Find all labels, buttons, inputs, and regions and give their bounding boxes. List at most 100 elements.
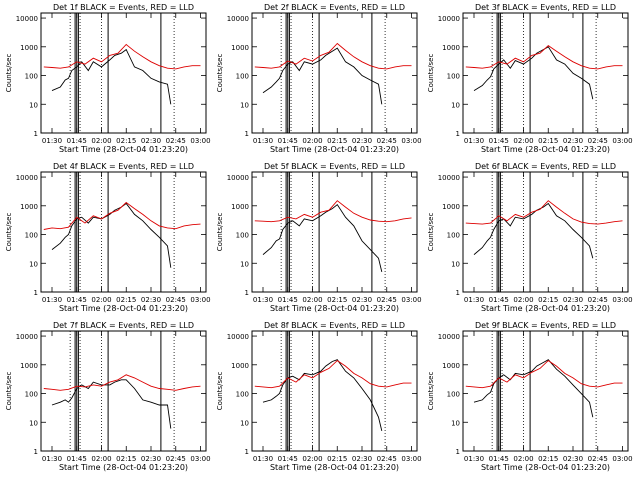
- chart-title: Det 2f BLACK = Events, RED = LLD: [264, 3, 405, 12]
- lld-series-line: [465, 45, 623, 70]
- x-tick-label: 02:00: [513, 296, 533, 304]
- y-axis-label: Counts/sec: [427, 213, 435, 252]
- x-tick-label: 01:45: [278, 137, 298, 145]
- y-axis-label: Counts/sec: [427, 372, 435, 411]
- x-tick-label: 02:15: [538, 455, 558, 463]
- x-tick-label: 01:30: [253, 296, 273, 304]
- x-axis-label: Start Time (28-Oct-04 01:23:20): [481, 463, 610, 472]
- x-tick-label: 03:00: [401, 137, 421, 145]
- x-tick-label: 02:00: [302, 455, 322, 463]
- x-axis-label: Start Time (28-Oct-04 01:23:20): [59, 304, 188, 313]
- x-tick-label: 02:30: [563, 137, 583, 145]
- events-series-line: [51, 379, 172, 429]
- chart-title: Det 6f BLACK = Events, RED = LLD: [475, 162, 616, 171]
- chart-title: Det 5f BLACK = Events, RED = LLD: [264, 162, 405, 171]
- x-tick-label: 02:45: [588, 296, 608, 304]
- y-tick-label: 10: [29, 419, 38, 427]
- lld-series-line: [254, 360, 412, 389]
- chart-panel: Det 7f BLACK = Events, RED = LLD 1 10 100 10…: [5, 321, 211, 472]
- y-tick-label: 10000: [16, 174, 38, 182]
- y-axis-label: Counts/sec: [216, 213, 224, 252]
- x-tick-label: 03:00: [612, 296, 632, 304]
- plot-frame: [40, 12, 207, 134]
- x-tick-label: 01:45: [489, 137, 509, 145]
- y-tick-label: 100: [447, 391, 460, 399]
- chart-panel: Det 2f BLACK = Events, RED = LLD 1 10 100 10…: [216, 3, 422, 154]
- chart-panel: Det 9f BLACK = Events, RED = LLD 1 10 100 10…: [427, 321, 633, 472]
- y-tick-label: 10: [240, 101, 249, 109]
- y-axis-label: Counts/sec: [5, 54, 13, 93]
- y-axis-label: Counts/sec: [427, 54, 435, 93]
- x-axis-label: Start Time (28-Oct-04 01:23:20): [270, 463, 399, 472]
- y-axis-label: Counts/sec: [216, 54, 224, 93]
- x-tick-label: 03:00: [190, 296, 210, 304]
- chart-panel: Det 1f BLACK = Events, RED = LLD 1 10 100 10…: [5, 3, 211, 154]
- y-tick-label: 1: [34, 289, 38, 297]
- events-series-line: [473, 46, 594, 100]
- x-tick-label: 03:00: [190, 455, 210, 463]
- lld-series-line: [254, 42, 412, 70]
- x-tick-label: 02:30: [141, 137, 161, 145]
- x-tick-label: 02:15: [116, 296, 136, 304]
- y-axis-label: Counts/sec: [216, 372, 224, 411]
- x-tick-label: 02:00: [91, 137, 111, 145]
- x-tick-label: 01:45: [278, 296, 298, 304]
- plot-frame: [462, 12, 629, 134]
- y-tick-label: 1: [245, 448, 249, 456]
- x-tick-label: 03:00: [401, 455, 421, 463]
- y-tick-label: 10: [240, 419, 249, 427]
- lld-series-line: [465, 200, 623, 225]
- y-tick-label: 100: [25, 391, 38, 399]
- x-tick-label: 02:15: [538, 137, 558, 145]
- x-tick-label: 02:15: [116, 137, 136, 145]
- y-tick-label: 1: [456, 130, 460, 138]
- y-tick-label: 1000: [231, 362, 249, 370]
- y-tick-label: 10000: [438, 333, 460, 341]
- y-tick-label: 10: [29, 101, 38, 109]
- x-tick-label: 01:30: [253, 137, 273, 145]
- y-tick-label: 1000: [20, 362, 38, 370]
- x-tick-label: 02:45: [166, 137, 186, 145]
- plot-frame: [251, 330, 418, 452]
- events-series-line: [51, 48, 172, 105]
- x-tick-label: 02:30: [352, 137, 372, 145]
- y-tick-label: 100: [236, 73, 249, 81]
- lld-series-line: [43, 43, 201, 70]
- events-series-line: [262, 47, 383, 105]
- x-tick-label: 02:15: [538, 296, 558, 304]
- y-tick-label: 1000: [231, 44, 249, 52]
- plot-frame: [251, 12, 418, 134]
- x-tick-label: 01:45: [67, 296, 87, 304]
- y-tick-label: 10: [451, 419, 460, 427]
- x-tick-label: 02:15: [116, 455, 136, 463]
- x-axis-label: Start Time (28-Oct-04 01:23:20): [481, 145, 610, 154]
- lld-series-line: [43, 374, 201, 391]
- y-tick-label: 10: [29, 260, 38, 268]
- x-tick-label: 03:00: [190, 137, 210, 145]
- x-tick-label: 02:00: [302, 296, 322, 304]
- y-axis-label: Counts/sec: [5, 213, 13, 252]
- x-tick-label: 01:30: [464, 455, 484, 463]
- y-tick-label: 1000: [442, 362, 460, 370]
- events-series-line: [51, 202, 172, 268]
- x-tick-label: 01:30: [253, 455, 273, 463]
- events-series-line: [473, 359, 594, 418]
- x-tick-label: 03:00: [401, 296, 421, 304]
- x-tick-label: 02:00: [302, 137, 322, 145]
- chart-title: Det 1f BLACK = Events, RED = LLD: [53, 3, 194, 12]
- lld-series-line: [43, 201, 201, 230]
- y-tick-label: 1: [245, 130, 249, 138]
- y-tick-label: 1: [456, 289, 460, 297]
- y-tick-label: 1000: [231, 203, 249, 211]
- x-tick-label: 01:30: [42, 296, 62, 304]
- x-tick-label: 02:30: [352, 455, 372, 463]
- events-series-line: [262, 203, 383, 273]
- y-tick-label: 10000: [16, 333, 38, 341]
- x-axis-label: Start Time (28-Oct-04 01:23:20): [270, 145, 399, 154]
- x-axis-label: Start Time (28-Oct-04 01:23:20): [59, 145, 188, 154]
- x-tick-label: 02:00: [91, 296, 111, 304]
- x-tick-label: 01:30: [464, 296, 484, 304]
- y-tick-label: 1: [456, 448, 460, 456]
- x-tick-label: 02:45: [588, 137, 608, 145]
